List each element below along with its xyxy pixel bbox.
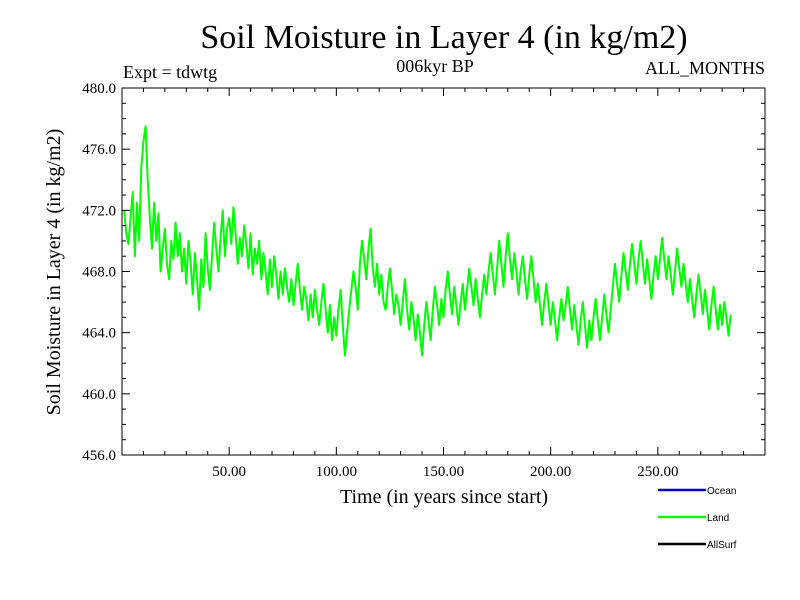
period-label: 006kyr BP [396,56,474,76]
legend-label-ocean: Ocean [707,486,736,497]
legend: Ocean Land AllSurf [658,486,737,551]
x-tick-label: 100.00 [316,464,357,480]
y-tick-label: 464.0 [82,326,116,342]
x-tick-label: 200.00 [530,464,571,480]
x-tick-label: 150.00 [423,464,464,480]
experiment-label: Expt = tdwtg [123,62,217,82]
y-tick-label: 472.0 [82,203,116,219]
x-tick-label: 50.00 [212,464,246,480]
x-tick-label: 250.00 [637,464,678,480]
axes-group: 50.00 100.00 150.00 200.00 250.00 456.0 460.0 4… [82,81,766,480]
y-axis-label: Soil Moisture in Layer 4 (in kg/m2) [43,129,65,416]
legend-label-land: Land [707,513,729,524]
y-tick-label: 456.0 [82,448,116,464]
chart-title: Soil Moisture in Layer 4 (in kg/m2) [200,19,687,56]
months-label: ALL_MONTHS [645,58,765,78]
y-tick-label: 476.0 [82,142,116,158]
y-tick-label: 480.0 [82,81,116,97]
y-tick-label: 460.0 [82,387,116,403]
series-line-land [123,125,732,357]
y-tick-label: 468.0 [82,265,116,281]
legend-label-allsurf: AllSurf [707,540,737,551]
series-group [123,125,732,357]
x-axis-label: Time (in years since start) [340,486,548,508]
